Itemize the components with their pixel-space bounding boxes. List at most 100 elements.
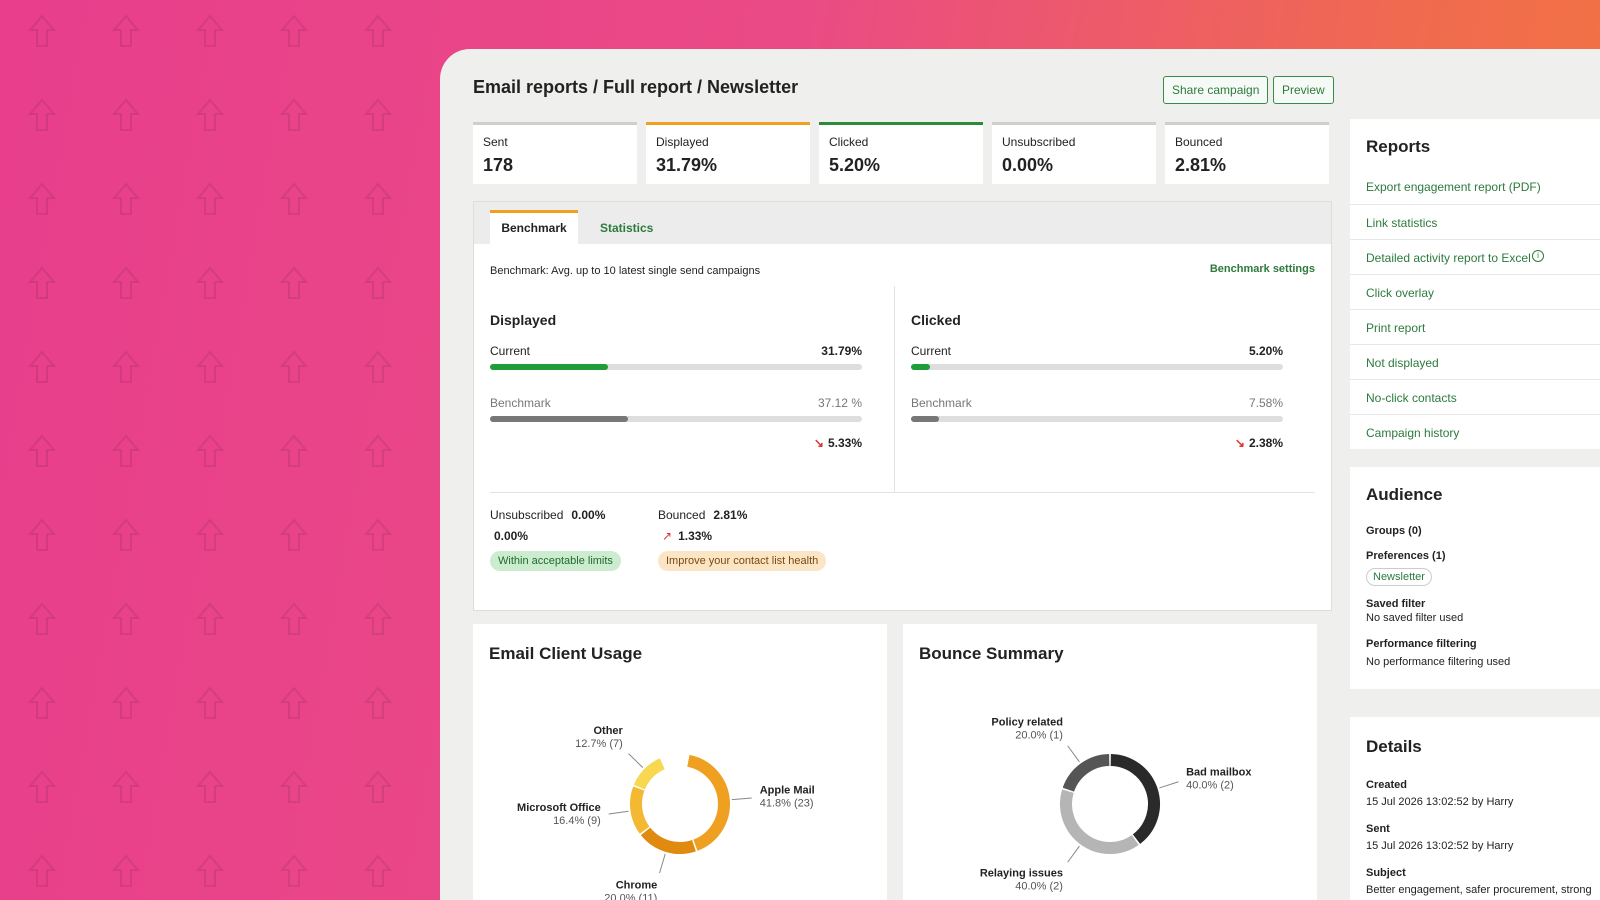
- stat-value: 5.20%: [829, 155, 881, 175]
- minor-row: Unsubscribed 0.00%: [490, 508, 621, 522]
- difference-value: 5.33%: [827, 436, 862, 450]
- bar-row: Benchmark 7.58%: [911, 396, 1283, 430]
- stat-label: Bounced: [1175, 135, 1223, 149]
- leader-line: [731, 797, 752, 801]
- bar-label: Benchmark: [911, 396, 972, 410]
- report-row: Detailed activity report to Excel i: [1350, 239, 1600, 274]
- minor-label: Bounced: [658, 508, 706, 522]
- saved-filter-title: Saved filter: [1366, 598, 1426, 610]
- leader-line: [659, 853, 666, 874]
- bar-row: Benchmark 37.12 %: [490, 396, 862, 430]
- info-icon: i: [1532, 250, 1544, 262]
- segment-label: 20.0% (11): [604, 893, 657, 900]
- stat-value: 178: [483, 155, 514, 175]
- benchmark-note: Benchmark: Avg. up to 10 latest single s…: [490, 265, 761, 277]
- difference-value: 1.33%: [678, 529, 713, 543]
- audience-title: Audience: [1366, 485, 1443, 504]
- chart-card: Bounce Summary Policy related 20.0% (1) Bad…: [903, 624, 1317, 900]
- donut-segment: [630, 786, 650, 834]
- leader-line: [628, 753, 644, 768]
- minor-row: Bounced 2.81%: [658, 508, 826, 522]
- stat-label: Clicked: [829, 135, 869, 149]
- bar-track: [911, 416, 1283, 422]
- benchmark-settings[interactable]: Benchmark settings: [1209, 263, 1315, 275]
- bar-label: Current: [490, 344, 531, 358]
- panel-title: Clicked: [911, 312, 961, 328]
- segment-label: 40.0% (2): [1015, 881, 1063, 893]
- chart-title: Bounce Summary: [919, 644, 1064, 663]
- report-link[interactable]: Detailed activity report to Excel: [1366, 251, 1531, 265]
- donut-segment: [1110, 754, 1160, 844]
- bar-fill: [490, 364, 609, 370]
- stat-label: Displayed: [656, 135, 709, 149]
- tab[interactable]: Benchmark: [490, 210, 578, 244]
- segment-name: Bad mailbox: [1186, 766, 1252, 778]
- tag[interactable]: Newsletter: [1366, 568, 1432, 586]
- detail-value: 15 Jul 2026 13:02:52 by Harry: [1366, 796, 1514, 808]
- minor-difference: ↗ 1.33%: [658, 529, 826, 543]
- stat-card: Bounced 2.81%: [1165, 122, 1329, 184]
- leader-line: [1067, 845, 1080, 863]
- report-link[interactable]: Print report: [1366, 321, 1426, 335]
- benchmark-panel: Displayed Current 31.79% Benchmark 37.12 % ↘ 5…: [490, 312, 862, 450]
- arrow-icon: ↗: [662, 529, 673, 543]
- difference-value: 0.00%: [494, 529, 529, 543]
- tab[interactable]: Statistics: [600, 221, 654, 235]
- stat-value: 2.81%: [1175, 155, 1227, 175]
- reports-title: Reports: [1366, 137, 1431, 156]
- bar-row: Current 31.79%: [490, 344, 862, 378]
- donut-segment: [640, 827, 696, 854]
- segment-label: 12.7% (7): [575, 738, 623, 750]
- report-link[interactable]: No-click contacts: [1366, 391, 1457, 405]
- report-link[interactable]: Click overlay: [1366, 286, 1435, 300]
- report-row: Export engagement report (PDF): [1350, 169, 1600, 204]
- stat-label: Sent: [483, 135, 508, 149]
- bg-pattern: [0, 0, 440, 900]
- minor-value: 0.00%: [571, 508, 606, 522]
- difference: ↘ 5.33%: [490, 436, 862, 450]
- report-link[interactable]: Link statistics: [1366, 216, 1438, 230]
- performance-title: Performance filtering: [1366, 638, 1477, 650]
- difference: ↘ 2.38%: [911, 436, 1283, 450]
- detail-value: 15 Jul 2026 13:02:52 by Harry: [1366, 840, 1514, 852]
- badge: Improve your contact list health: [658, 551, 827, 571]
- report-link[interactable]: Not displayed: [1366, 356, 1439, 370]
- preview-button[interactable]: Preview: [1273, 76, 1334, 104]
- segment-label: 41.8% (23): [760, 797, 814, 809]
- audience-card: Audience Groups (0) Preferences (1) News…: [1350, 467, 1600, 689]
- bar-value: 5.20%: [1248, 344, 1283, 358]
- bar-track: [490, 364, 862, 370]
- detail-label: Sent: [1366, 823, 1390, 835]
- report-link[interactable]: Campaign history: [1366, 426, 1460, 440]
- detail-label: Created: [1366, 779, 1407, 791]
- bar-value: 7.58%: [1248, 396, 1283, 410]
- report-row: Not displayed: [1350, 344, 1600, 379]
- arrow-icon: ↘: [813, 436, 824, 450]
- details-card: Details Created 15 Jul 2026 13:02:52 by H…: [1350, 717, 1600, 900]
- bar-label: Current: [911, 344, 952, 358]
- chart-title: Email Client Usage: [489, 644, 643, 663]
- report-row: Campaign history: [1350, 414, 1600, 449]
- segment-name: Other: [593, 725, 623, 737]
- share-button[interactable]: Share campaign: [1163, 76, 1269, 104]
- segment-label: 20.0% (1): [1015, 729, 1063, 741]
- segment-name: Chrome: [616, 880, 658, 892]
- chart-card: Email Client Usage Apple Mail 41.8% (23) Ch…: [473, 624, 887, 900]
- arrow-icon: ↘: [1234, 436, 1245, 450]
- minor-label: Unsubscribed: [490, 508, 564, 522]
- minor-stat: Bounced 2.81% ↗ 1.33% Improve your contact l…: [658, 508, 827, 571]
- report-row: Print report: [1350, 309, 1600, 344]
- bar-track: [911, 364, 1283, 370]
- report-link[interactable]: Export engagement report (PDF): [1366, 180, 1541, 194]
- segment-label: 40.0% (2): [1186, 779, 1234, 791]
- bar-fill: [911, 416, 940, 422]
- segment-name: Relaying issues: [980, 868, 1063, 880]
- segment-name: Microsoft Office: [517, 802, 601, 814]
- panel-title: Displayed: [490, 312, 557, 328]
- stat-card: Clicked 5.20%: [819, 122, 983, 184]
- stat-value: 31.79%: [656, 155, 718, 175]
- segment-name: Policy related: [991, 716, 1063, 728]
- segment-name: Apple Mail: [760, 784, 815, 796]
